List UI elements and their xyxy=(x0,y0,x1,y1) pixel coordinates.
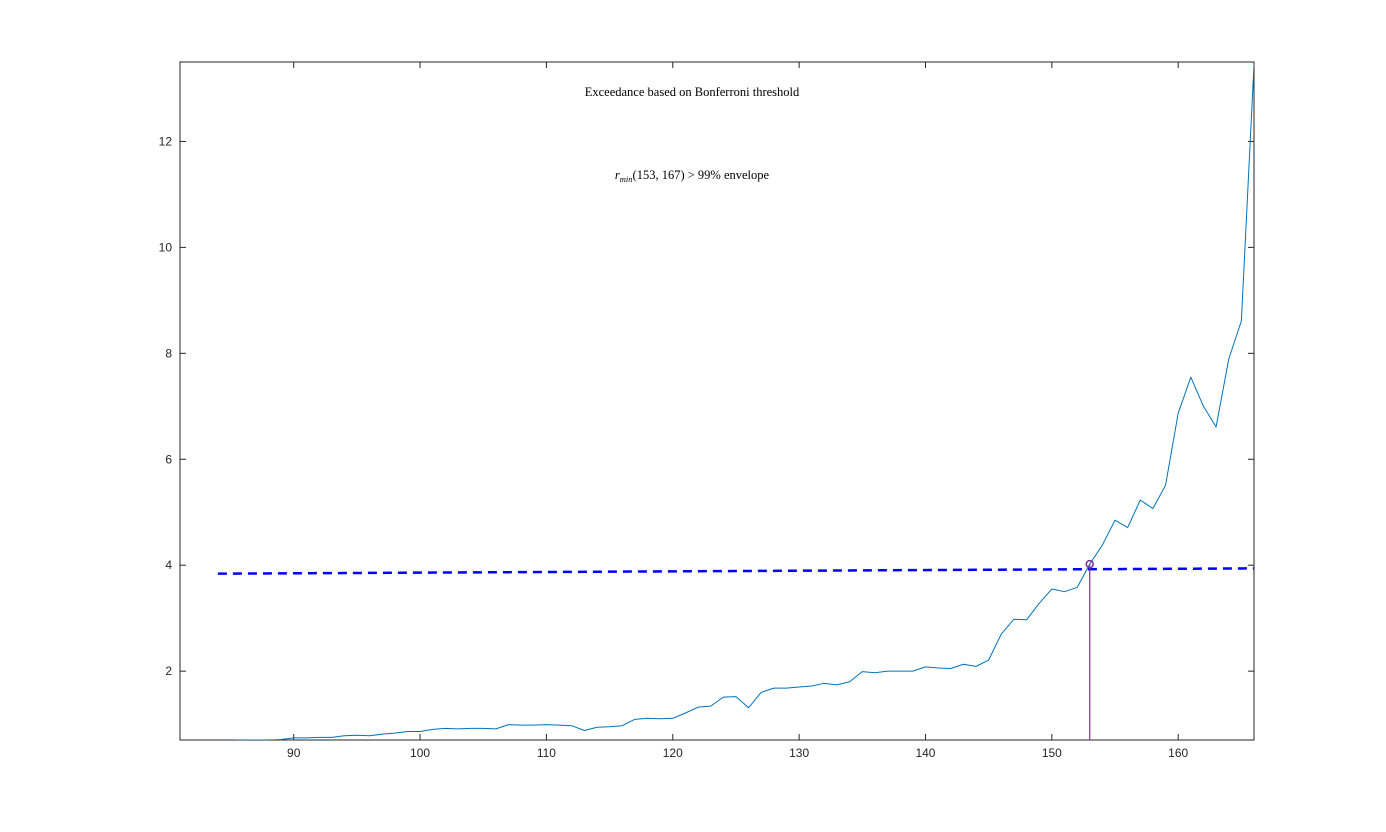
y-tick-label-10: 10 xyxy=(159,240,173,254)
x-tick-label-150: 150 xyxy=(1042,746,1062,760)
annotation-envelope-rest: (153, 167) > 99% envelope xyxy=(633,168,770,182)
y-tick-label-2: 2 xyxy=(165,664,172,678)
y-tick-label-4: 4 xyxy=(165,558,172,572)
annotation-envelope-r: r xyxy=(615,168,620,182)
axis-ticks: 90 100 110 120 130 140 150 160 2 4 6 8 10 12 xyxy=(159,62,1254,760)
x-tick-label-160: 160 xyxy=(1168,746,1188,760)
x-tick-label-100: 100 xyxy=(410,746,430,760)
y-tick-label-12: 12 xyxy=(159,134,173,148)
series-line xyxy=(231,64,1254,740)
annotation-exceedance-title: Exceedance based on Bonferroni threshold xyxy=(585,85,800,99)
x-tick-label-120: 120 xyxy=(663,746,683,760)
plot-clipped-group xyxy=(217,64,1254,740)
annotation-envelope-sub: min xyxy=(620,174,633,184)
x-tick-label-110: 110 xyxy=(537,746,556,760)
axes-box xyxy=(179,61,1255,741)
axes xyxy=(179,61,1255,741)
exceedance-marker xyxy=(1085,559,1094,569)
x-tick-label-130: 130 xyxy=(789,746,809,760)
annotation-envelope: rmin(153, 167) > 99% envelope xyxy=(615,168,770,184)
threshold-dashed-line xyxy=(217,567,1254,575)
x-tick-label-140: 140 xyxy=(915,746,935,760)
y-tick-label-6: 6 xyxy=(165,452,172,466)
plot-area xyxy=(217,64,1254,740)
y-tick-label-8: 8 xyxy=(165,346,172,360)
x-tick-label-90: 90 xyxy=(287,746,301,760)
